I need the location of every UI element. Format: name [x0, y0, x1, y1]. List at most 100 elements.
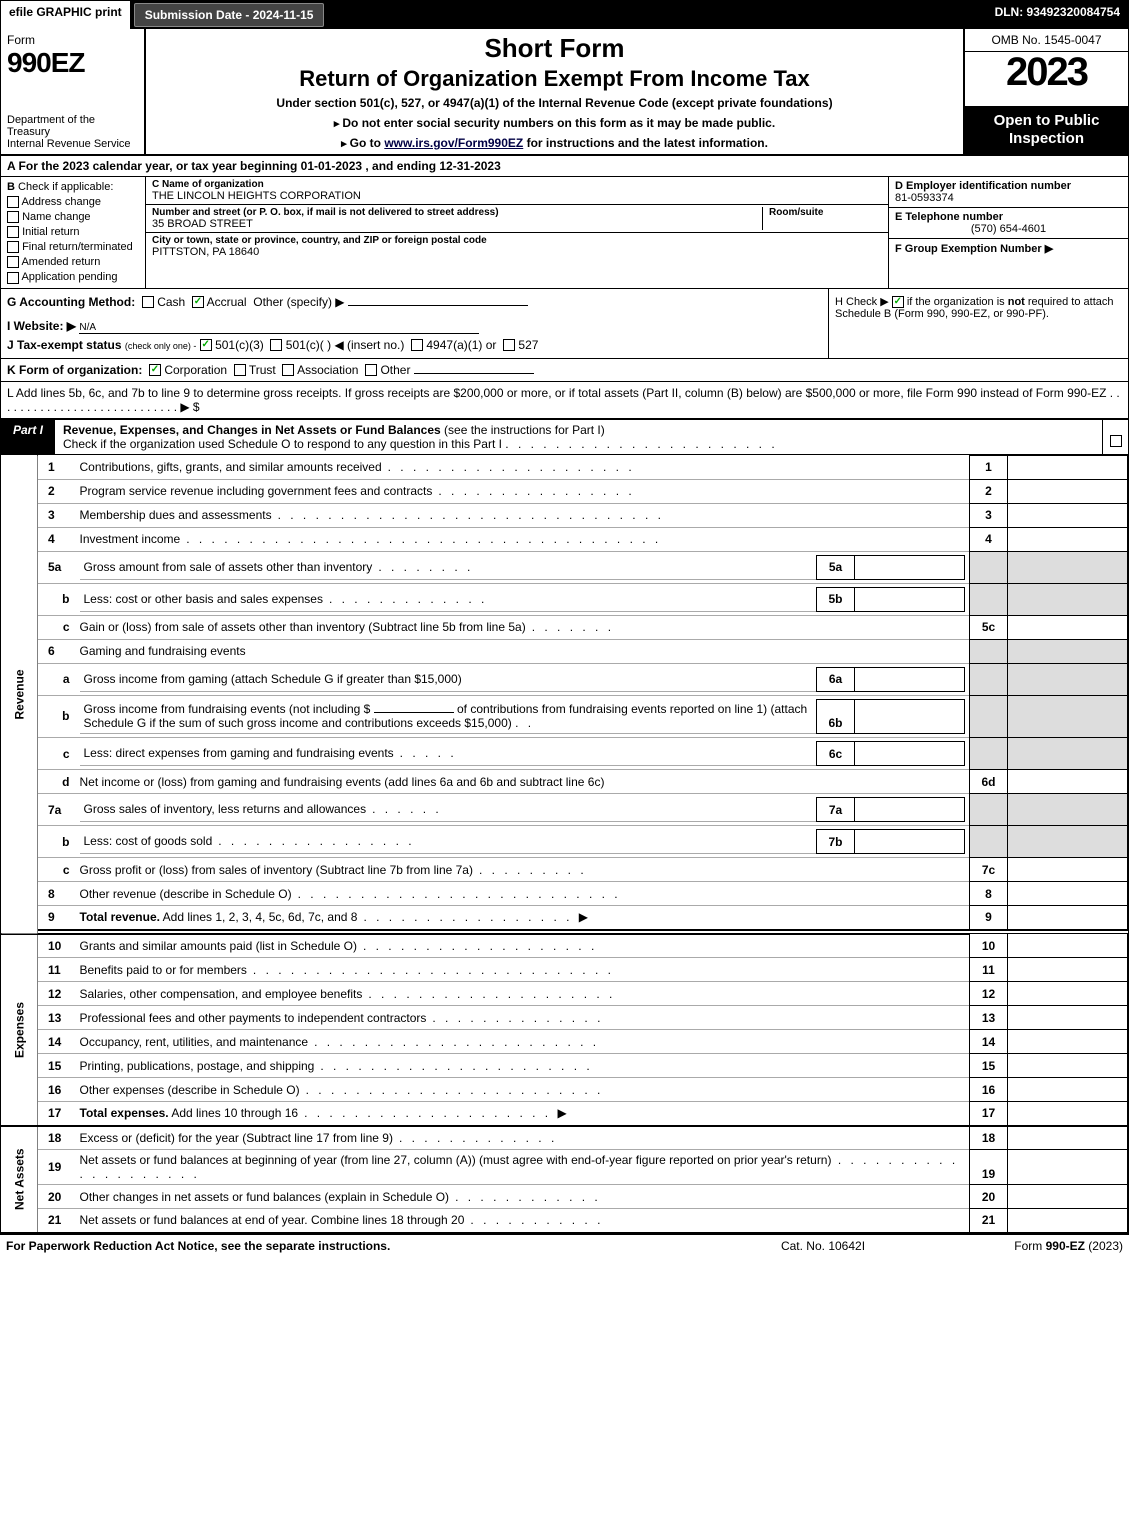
val-12 [1008, 982, 1128, 1006]
val-15 [1008, 1054, 1128, 1078]
line-9: 9 Total revenue. Add lines 1, 2, 3, 4, 5… [1, 906, 1128, 930]
form-header-left: Form 990EZ Department of the Treasury In… [1, 29, 146, 154]
tax-year: 2023 [965, 52, 1128, 92]
line-1: Revenue 1 Contributions, gifts, grants, … [1, 455, 1128, 479]
line-5c: c Gain or (loss) from sale of assets oth… [1, 615, 1128, 639]
chk-final-return[interactable]: Final return/terminated [7, 241, 139, 253]
irs-link[interactable]: www.irs.gov/Form990EZ [384, 136, 523, 150]
line-6c: c Less: direct expenses from gaming and … [1, 738, 1128, 770]
val-8 [1008, 882, 1128, 906]
val-5b [855, 587, 965, 611]
col-d-e-f: D Employer identification number 81-0593… [888, 177, 1128, 288]
block-b-through-f: B Check if applicable: Address change Na… [1, 177, 1128, 289]
chk-trust[interactable] [234, 364, 246, 376]
line-5b: b Less: cost or other basis and sales ex… [1, 583, 1128, 615]
chk-accrual[interactable] [192, 296, 204, 308]
line-20: 20 Other changes in net assets or fund b… [1, 1185, 1128, 1209]
topbar: efile GRAPHIC print Submission Date - 20… [1, 1, 1128, 29]
val-3 [1008, 503, 1128, 527]
line-8: 8 Other revenue (describe in Schedule O)… [1, 882, 1128, 906]
line-4: 4 Investment income. . . . . . . . . . .… [1, 527, 1128, 551]
ein-row: D Employer identification number 81-0593… [889, 177, 1128, 208]
line-21: 21 Net assets or fund balances at end of… [1, 1209, 1128, 1233]
other-specify-input[interactable] [348, 305, 528, 306]
val-6c [855, 742, 965, 766]
val-14 [1008, 1030, 1128, 1054]
line-7c: c Gross profit or (loss) from sales of i… [1, 858, 1128, 882]
open-to-public: Open to Public Inspection [965, 106, 1128, 154]
val-4 [1008, 527, 1128, 551]
chk-address-change[interactable]: Address change [7, 196, 139, 208]
net-assets-tab: Net Assets [1, 1126, 38, 1233]
val-18 [1008, 1126, 1128, 1150]
line-13: 13 Professional fees and other payments … [1, 1006, 1128, 1030]
val-2 [1008, 479, 1128, 503]
line-6b: b Gross income from fundraising events (… [1, 695, 1128, 738]
line-3: 3 Membership dues and assessments. . . .… [1, 503, 1128, 527]
telephone-value: (570) 654-4601 [895, 223, 1122, 235]
chk-name-change[interactable]: Name change [7, 211, 139, 223]
line-17: 17 Total expenses. Add lines 10 through … [1, 1102, 1128, 1126]
chk-association[interactable] [282, 364, 294, 376]
form-header-right: OMB No. 1545-0047 2023 Open to Public In… [963, 29, 1128, 154]
website-value: N/A [79, 322, 479, 334]
chk-501c[interactable] [270, 339, 282, 351]
chk-schedule-b[interactable] [892, 296, 904, 308]
cat-no: Cat. No. 10642I [723, 1239, 923, 1253]
chk-501c3[interactable] [200, 339, 212, 351]
line-7a: 7a Gross sales of inventory, less return… [1, 794, 1128, 826]
page-footer: For Paperwork Reduction Act Notice, see … [0, 1235, 1129, 1257]
form-ref: Form 990-EZ (2023) [923, 1239, 1123, 1253]
val-21 [1008, 1209, 1128, 1233]
val-10 [1008, 934, 1128, 958]
goto-instructions: Go to www.irs.gov/Form990EZ for instruct… [156, 136, 953, 150]
val-13 [1008, 1006, 1128, 1030]
val-5a [855, 555, 965, 579]
val-7b [855, 830, 965, 854]
line-15: 15 Printing, publications, postage, and … [1, 1054, 1128, 1078]
city-row: City or town, state or province, country… [146, 233, 888, 260]
row-l-gross-receipts: L Add lines 5b, 6c, and 7b to line 9 to … [1, 382, 1128, 420]
chk-527[interactable] [503, 339, 515, 351]
val-5c [1008, 615, 1128, 639]
accounting-method: G Accounting Method: Cash Accrual Other … [1, 289, 828, 358]
chk-initial-return[interactable]: Initial return [7, 226, 139, 238]
return-title: Return of Organization Exempt From Incom… [156, 66, 953, 92]
under-section-text: Under section 501(c), 527, or 4947(a)(1)… [156, 96, 953, 110]
chk-other-org[interactable] [365, 364, 377, 376]
line-6: 6 Gaming and fundraising events [1, 639, 1128, 663]
val-7a [855, 798, 965, 822]
chk-4947[interactable] [411, 339, 423, 351]
contrib-amount-input[interactable] [374, 712, 454, 713]
org-name-value: THE LINCOLN HEIGHTS CORPORATION [152, 190, 882, 202]
department-label: Department of the Treasury Internal Reve… [7, 114, 138, 150]
ssn-warning: Do not enter social security numbers on … [156, 116, 953, 130]
val-1 [1008, 455, 1128, 479]
chk-cash[interactable] [142, 296, 154, 308]
part-i-title: Revenue, Expenses, and Changes in Net As… [55, 420, 1102, 454]
line-11: 11 Benefits paid to or for members. . . … [1, 958, 1128, 982]
val-16 [1008, 1078, 1128, 1102]
city-value: PITTSTON, PA 18640 [152, 246, 882, 258]
line-18: Net Assets 18 Excess or (deficit) for th… [1, 1126, 1128, 1150]
val-20 [1008, 1185, 1128, 1209]
form-990ez-page: efile GRAPHIC print Submission Date - 20… [0, 0, 1129, 1235]
street-row: Number and street (or P. O. box, if mail… [146, 205, 888, 233]
val-9 [1008, 906, 1128, 930]
part-i-schedule-o-checkbox[interactable] [1102, 420, 1128, 454]
chk-application-pending[interactable]: Application pending [7, 271, 139, 283]
row-a-tax-year: A For the 2023 calendar year, or tax yea… [1, 156, 1128, 177]
form-label: Form [7, 33, 138, 47]
chk-corporation[interactable] [149, 364, 161, 376]
line-14: 14 Occupancy, rent, utilities, and maint… [1, 1030, 1128, 1054]
efile-print-label[interactable]: efile GRAPHIC print [1, 1, 132, 29]
line-6d: d Net income or (loss) from gaming and f… [1, 770, 1128, 794]
line-5a: 5a Gross amount from sale of assets othe… [1, 551, 1128, 583]
line-6a: a Gross income from gaming (attach Sched… [1, 663, 1128, 695]
part-i-label: Part I [1, 420, 55, 454]
submission-date-pill: Submission Date - 2024-11-15 [134, 3, 325, 27]
line-2: 2 Program service revenue including gove… [1, 479, 1128, 503]
chk-amended-return[interactable]: Amended return [7, 256, 139, 268]
line-10: Expenses 10 Grants and similar amounts p… [1, 934, 1128, 958]
schedule-b-check: H Check ▶ if the organization is not req… [828, 289, 1128, 358]
